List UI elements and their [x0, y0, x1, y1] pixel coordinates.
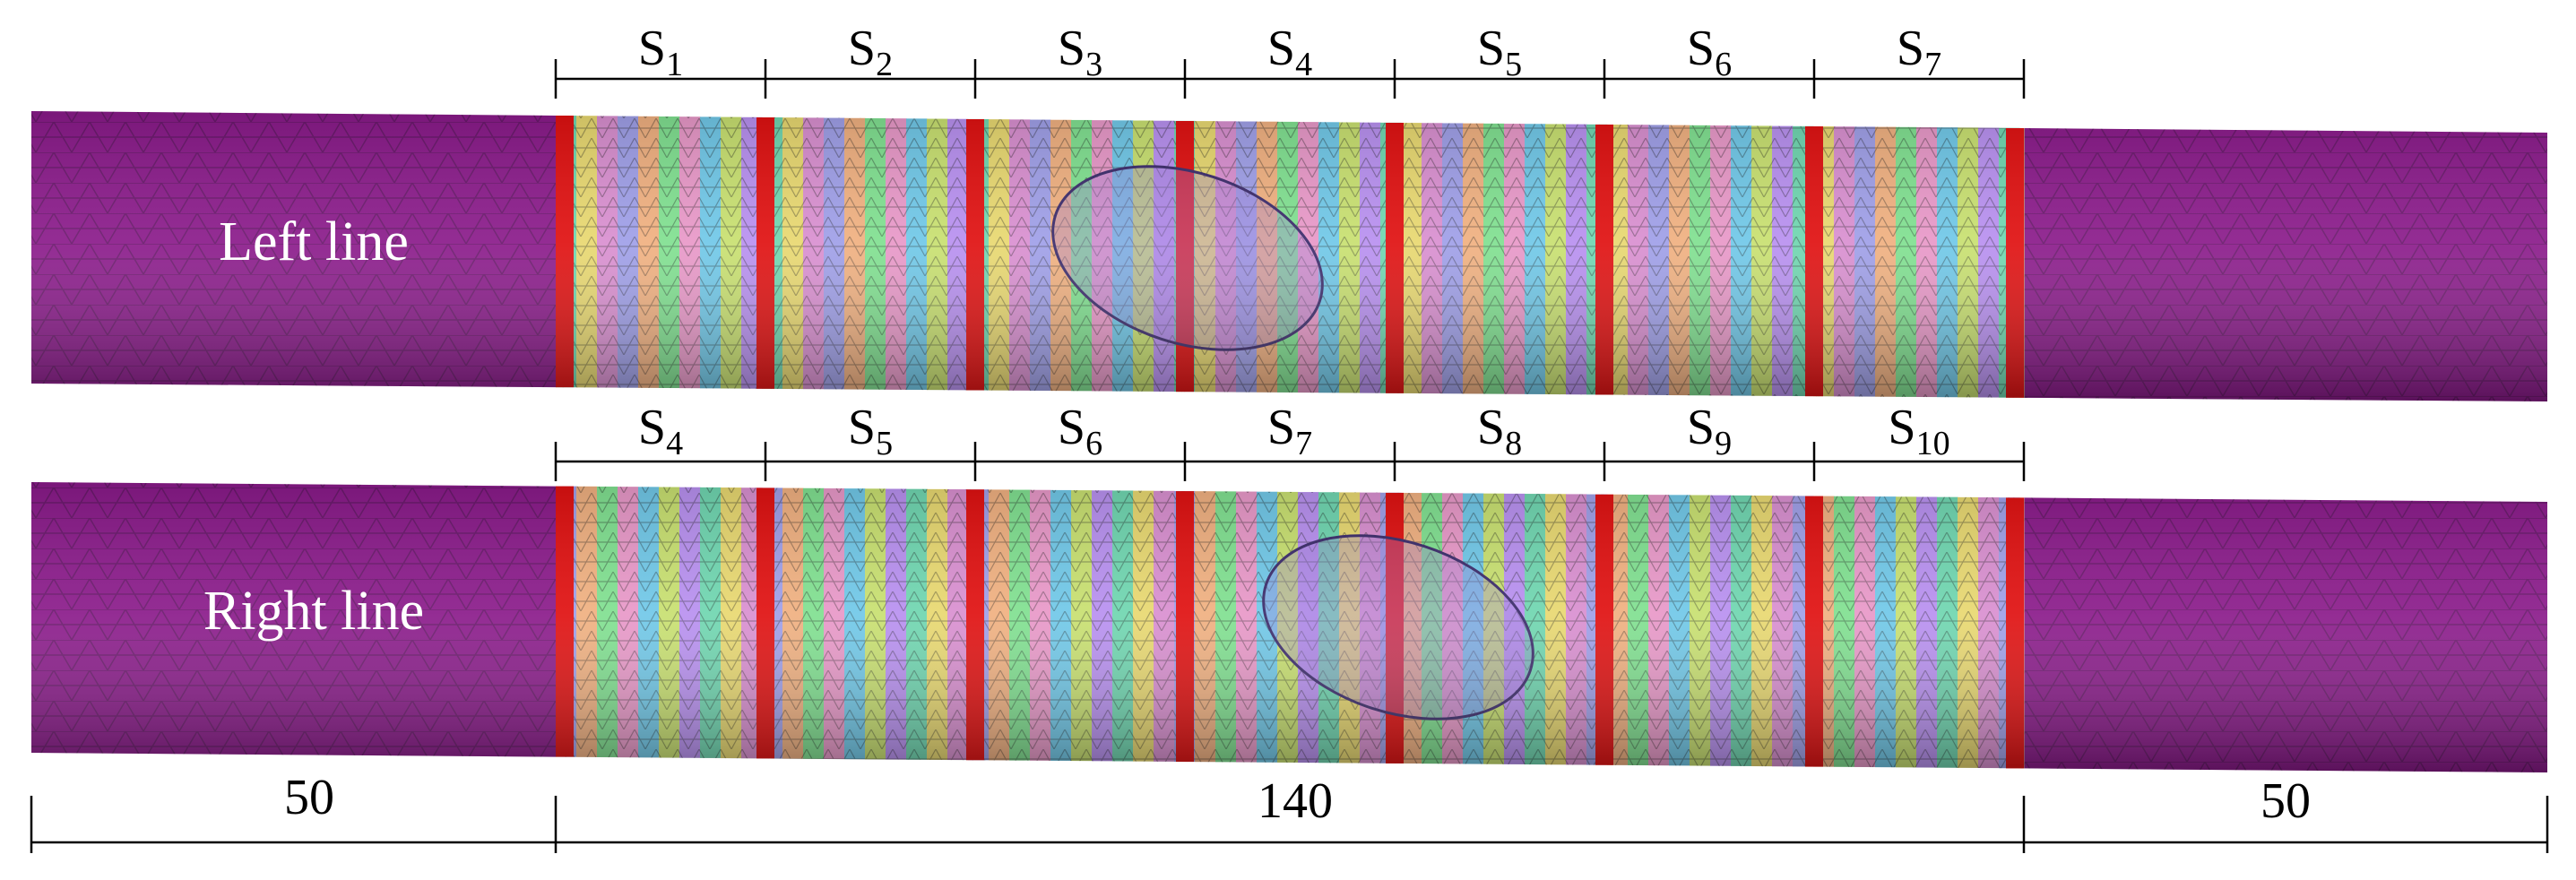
left-line-label: Left line [219, 211, 409, 272]
segment-label: S6 [1687, 21, 1732, 83]
segment-label-base: S [638, 21, 666, 76]
segment-label-base: S [1687, 21, 1715, 76]
left-line-segment-labels: S1 S2 S3 S4 S5 S6 S7 [554, 21, 2026, 99]
dimension-middle-label: 140 [1258, 773, 1333, 829]
segment-label-subscript: 3 [1085, 46, 1102, 83]
segment-label: S5 [848, 400, 893, 462]
segment-label-base: S [1897, 21, 1924, 76]
segment-label-base: S [1477, 400, 1505, 455]
segment-label-base: S [848, 21, 876, 76]
segment-label: S10 [1888, 400, 1949, 462]
segment-label: S1 [638, 21, 683, 83]
segment-label-base: S [1267, 400, 1295, 455]
segment-label: S7 [1897, 21, 1941, 83]
segment-label-base: S [1687, 400, 1715, 455]
segment-label-base: S [1477, 21, 1505, 76]
dimension-lines [30, 796, 2549, 853]
segment-label: S6 [1058, 400, 1102, 462]
right-line-tube [31, 482, 2547, 772]
segment-label-base: S [1267, 21, 1295, 76]
segment-label: S8 [1477, 400, 1522, 462]
segment-label-subscript: 2 [876, 46, 893, 83]
segment-label: S7 [1267, 400, 1312, 462]
segment-label-base: S [1058, 21, 1085, 76]
tube-shading [31, 482, 2547, 772]
segment-label-subscript: 4 [666, 425, 683, 462]
segment-label: S3 [1058, 21, 1102, 83]
segment-label: S5 [1477, 21, 1522, 83]
right-line-segment-labels: S4 S5 S6 S7 S8 S9 S10 [554, 400, 2026, 481]
segment-label-subscript: 9 [1715, 425, 1732, 462]
segment-label-subscript: 1 [666, 46, 683, 83]
segment-label-subscript: 6 [1715, 46, 1732, 83]
segment-label-subscript: 7 [1295, 425, 1312, 462]
segment-label: S4 [638, 400, 683, 462]
segment-label-subscript: 7 [1924, 46, 1941, 83]
segment-label-subscript: 5 [876, 425, 893, 462]
right-line-label: Right line [203, 581, 424, 642]
segment-label: S4 [1267, 21, 1312, 83]
segment-label-base: S [1888, 400, 1915, 455]
dimension-left-label: 50 [284, 770, 334, 825]
segment-label-subscript: 10 [1916, 425, 1950, 462]
segment-label-base: S [638, 400, 666, 455]
segment-label-subscript: 5 [1505, 46, 1522, 83]
tube-shading [31, 111, 2547, 401]
segment-label: S9 [1687, 400, 1732, 462]
segment-label-subscript: 4 [1295, 46, 1312, 83]
segment-label-subscript: 6 [1085, 425, 1102, 462]
dimension-right-label: 50 [2260, 773, 2311, 829]
segment-label-base: S [1058, 400, 1085, 455]
segment-label-base: S [848, 400, 876, 455]
segment-label-subscript: 8 [1505, 425, 1522, 462]
segment-label: S2 [848, 21, 893, 83]
left-line-tube [31, 111, 2547, 401]
